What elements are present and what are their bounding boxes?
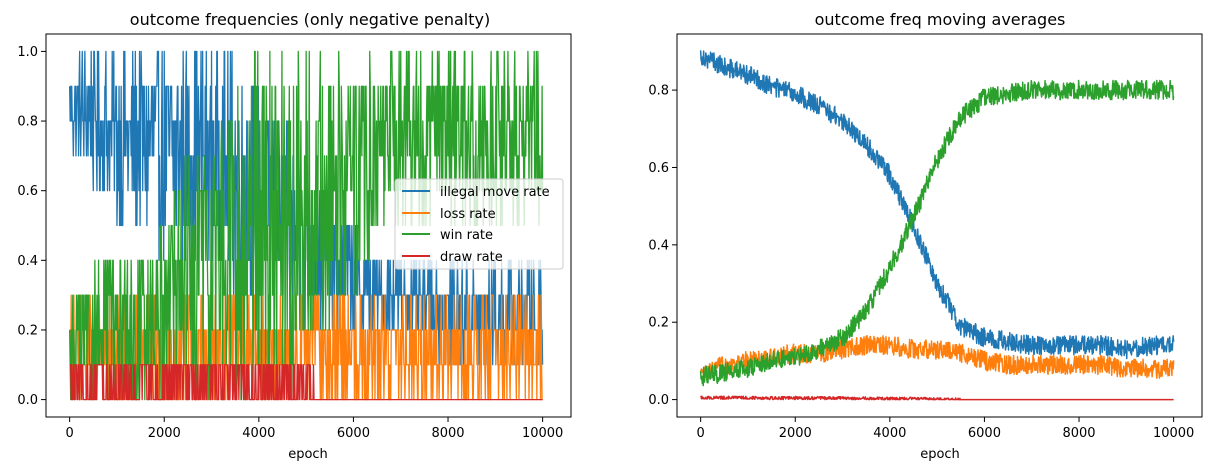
chart-right-xtick-label: 2000: [779, 426, 812, 441]
chart-left-xtick-label: 8000: [431, 426, 464, 441]
chart-left-ytick-label: 0.2: [17, 323, 38, 338]
chart-right-xtick-label: 8000: [1062, 426, 1095, 441]
chart-left-legend: illegal move rate loss rate win rate dra…: [394, 178, 564, 270]
chart-right-axes-frame: [676, 33, 1203, 418]
chart-right-title: outcome freq moving averages: [815, 10, 1066, 29]
chart-right-xtick-label: 4000: [873, 426, 906, 441]
chart-left-ytick-label: 0.0: [17, 393, 38, 408]
legend-box: [394, 178, 564, 270]
legend-label-win-rate: win rate: [440, 228, 493, 243]
chart-right-line-series-3: [699, 79, 1175, 387]
chart-left-ytick-label: 0.4: [17, 254, 38, 269]
legend-label-loss-rate: loss rate: [440, 207, 496, 222]
chart-left-plot-area: [69, 50, 544, 401]
chart-left-ticks: 0 2000 4000 6000 8000 10000 0.0 0.2 0.4 0.6 0.8 1.0: [17, 45, 563, 441]
chart-left-line-draw-rate: [69, 364, 543, 401]
chart-left-ytick-label: 1.0: [17, 45, 38, 60]
chart-right-ytick-label: 0.6: [648, 161, 669, 176]
chart-left-xlabel: epoch: [288, 447, 328, 462]
chart-right-xlabel: epoch: [920, 447, 960, 462]
legend-label-illegal-move-rate: illegal move rate: [440, 185, 550, 200]
chart-right-plot-area: [699, 50, 1175, 401]
chart-left-xtick-label: 6000: [337, 426, 370, 441]
chart-right-ytick-label: 0.2: [648, 316, 669, 331]
chart-left-xtick-label: 0: [66, 426, 74, 441]
chart-right-xtick-label: 6000: [968, 426, 1001, 441]
chart-right: outcome freq moving averages 0 2000 4000 60…: [648, 10, 1203, 462]
chart-right-ytick-label: 0.8: [648, 84, 669, 99]
chart-left-ytick-label: 0.6: [17, 184, 38, 199]
chart-right-ytick-label: 0.0: [648, 393, 669, 408]
chart-left-title: outcome frequencies (only negative penal…: [130, 10, 490, 29]
chart-left-xtick-label: 4000: [242, 426, 275, 441]
chart-right-line-series-4: [700, 395, 1174, 401]
chart-right-xtick-label: 10000: [1153, 426, 1194, 441]
chart-left-ytick-label: 0.8: [17, 115, 38, 130]
chart-right-ticks: 0 2000 4000 6000 8000 10000 0.0 0.2 0.4 0.6 0.8: [648, 84, 1194, 441]
legend-label-draw-rate: draw rate: [440, 250, 503, 265]
chart-left: outcome frequencies (only negative penal…: [17, 10, 572, 462]
chart-left-xtick-label: 10000: [522, 426, 563, 441]
chart-left-xtick-label: 2000: [148, 426, 181, 441]
chart-right-line-series-1: [699, 50, 1175, 360]
chart-right-ytick-label: 0.4: [648, 238, 669, 253]
chart-left-axes-frame: [45, 33, 572, 418]
chart-right-xtick-label: 0: [697, 426, 705, 441]
